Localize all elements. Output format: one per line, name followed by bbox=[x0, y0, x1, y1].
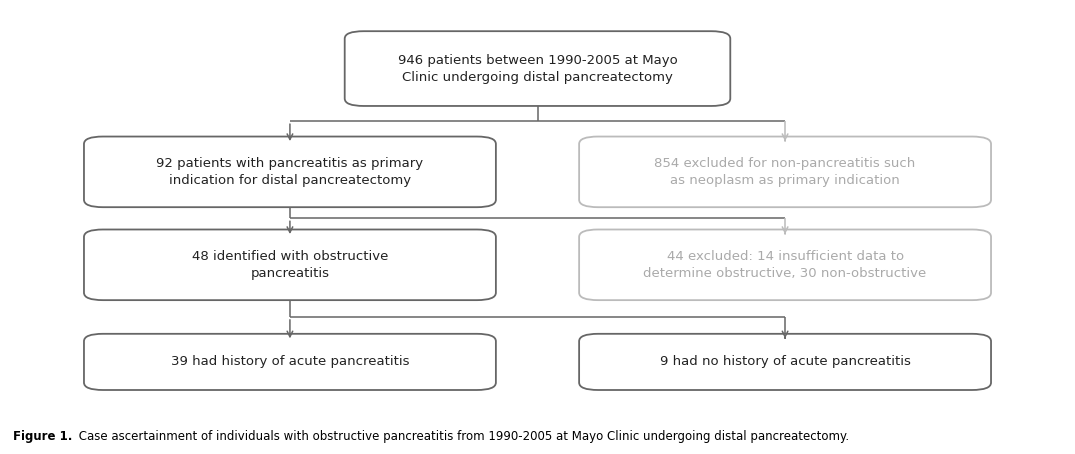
Text: Case ascertainment of individuals with obstructive pancreatitis from 1990-2005 a: Case ascertainment of individuals with o… bbox=[75, 429, 849, 443]
FancyBboxPatch shape bbox=[84, 137, 496, 207]
Text: 9 had no history of acute pancreatitis: 9 had no history of acute pancreatitis bbox=[660, 355, 911, 368]
FancyBboxPatch shape bbox=[579, 229, 991, 300]
FancyBboxPatch shape bbox=[84, 229, 496, 300]
Text: Figure 1.: Figure 1. bbox=[13, 429, 72, 443]
Text: 854 excluded for non-pancreatitis such
as neoplasm as primary indication: 854 excluded for non-pancreatitis such a… bbox=[655, 157, 916, 187]
FancyBboxPatch shape bbox=[579, 334, 991, 390]
FancyBboxPatch shape bbox=[84, 334, 496, 390]
Text: 48 identified with obstructive
pancreatitis: 48 identified with obstructive pancreati… bbox=[191, 250, 388, 280]
Text: 39 had history of acute pancreatitis: 39 had history of acute pancreatitis bbox=[171, 355, 410, 368]
Text: 946 patients between 1990-2005 at Mayo
Clinic undergoing distal pancreatectomy: 946 patients between 1990-2005 at Mayo C… bbox=[398, 54, 677, 84]
FancyBboxPatch shape bbox=[345, 31, 730, 106]
FancyBboxPatch shape bbox=[579, 137, 991, 207]
Text: 44 excluded: 14 insufficient data to
determine obstructive, 30 non-obstructive: 44 excluded: 14 insufficient data to det… bbox=[644, 250, 927, 280]
Text: 92 patients with pancreatitis as primary
indication for distal pancreatectomy: 92 patients with pancreatitis as primary… bbox=[156, 157, 424, 187]
